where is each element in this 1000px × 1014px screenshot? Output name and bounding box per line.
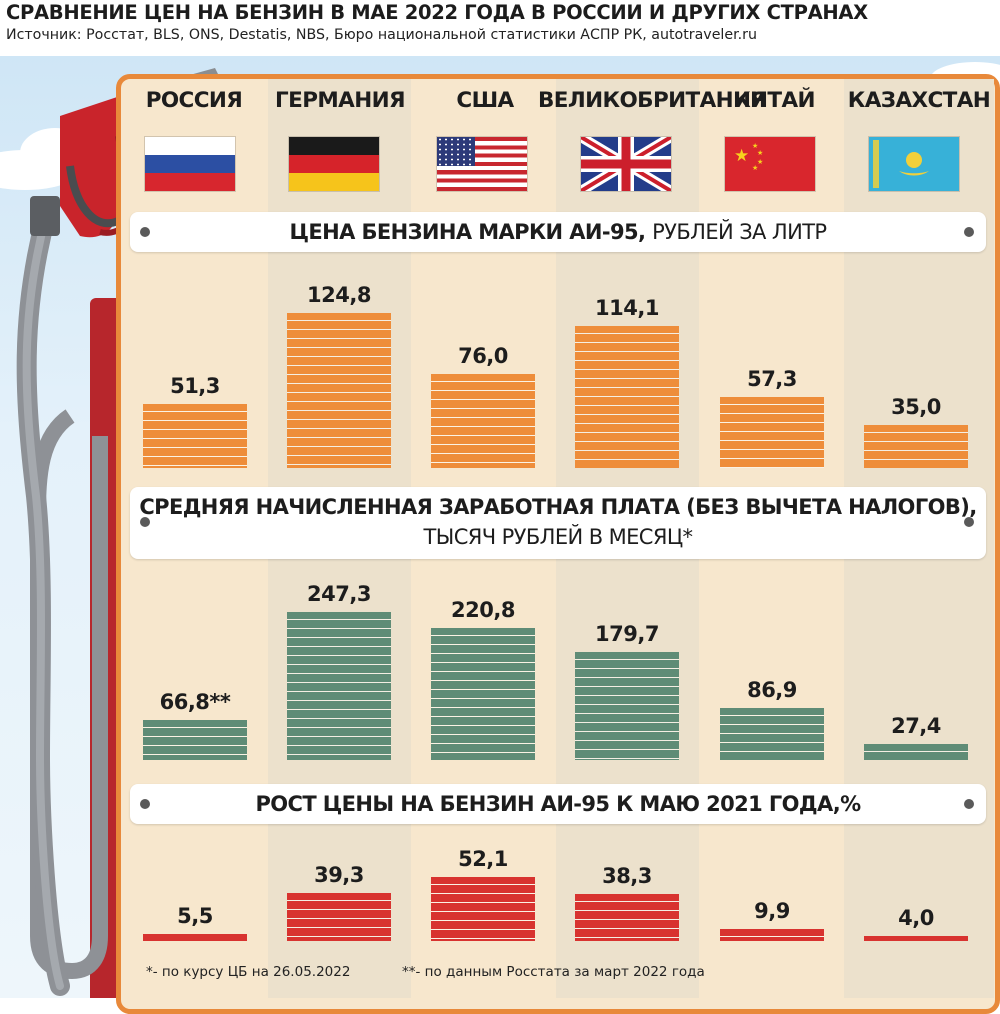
salary-bar [431, 627, 535, 760]
price-bar [720, 396, 824, 468]
price-bar-label: 57,3 [747, 366, 797, 391]
salary-bar-label: 86,9 [747, 677, 797, 702]
country-label: КАЗАХСТАН [847, 88, 991, 113]
svg-text:★: ★ [734, 146, 749, 166]
country-label: КИТАЙ [733, 88, 815, 113]
section-title-price-unit: РУБЛЕЙ ЗА ЛИТР [652, 220, 827, 244]
svg-text:★: ★ [757, 149, 763, 157]
russia-flag-icon [145, 137, 235, 191]
banner-dot [140, 517, 150, 527]
svg-text:★: ★ [752, 142, 758, 150]
usa-flag-icon [437, 137, 527, 191]
section-banner-growth: РОСТ ЦЕНЫ НА БЕНЗИН АИ-95 К МАЮ 2021 ГОД… [130, 784, 986, 824]
country-label: США [456, 88, 514, 113]
source-line: Источник: Росстат, BLS, ONS, Destatis, N… [6, 27, 757, 43]
svg-text:★: ★ [757, 158, 763, 166]
growth-bar [287, 892, 391, 941]
section-title-price: ЦЕНА БЕНЗИНА МАРКИ АИ-95, РУБЛЕЙ ЗА ЛИТР [130, 220, 986, 244]
salary-bar-label: 247,3 [307, 582, 371, 606]
footnotes: *- по курсу ЦБ на 26.05.2022 [146, 964, 350, 980]
growth-bar [864, 936, 968, 941]
price-bar-label: 124,8 [307, 283, 371, 307]
country-label: РОССИЯ [145, 88, 243, 113]
uk-flag-icon [581, 137, 671, 191]
germany-flag-icon [289, 137, 379, 191]
china-flag-icon: ★ ★ ★ ★ ★ [725, 137, 815, 191]
growth-bar-label: 9,9 [754, 898, 790, 923]
salary-bar [287, 612, 391, 760]
header: СРАВНЕНИЕ ЦЕН НА БЕНЗИН В МАЕ 2022 ГОДА … [0, 0, 1000, 56]
footnote-2: **- по данным Росстата за март 2022 года [402, 964, 705, 980]
section-title-salary: СРЕДНЯЯ НАЧИСЛЕННАЯ ЗАРАБОТНАЯ ПЛАТА (БЕ… [139, 495, 977, 519]
growth-bar-label: 5,5 [177, 904, 213, 929]
growth-bar [431, 877, 535, 941]
section-title-growth: РОСТ ЦЕНЫ НА БЕНЗИН АИ-95 К МАЮ 2021 ГОД… [255, 792, 861, 816]
growth-bar-label: 4,0 [898, 906, 934, 930]
price-bar-label: 114,1 [595, 296, 659, 321]
banner-dot [140, 227, 150, 237]
banner-dot [964, 517, 974, 527]
banner-dot [964, 799, 974, 809]
page-title: СРАВНЕНИЕ ЦЕН НА БЕНЗИН В МАЕ 2022 ГОДА … [6, 1, 868, 24]
salary-bar-label: 220,8 [451, 597, 515, 622]
growth-bar [575, 893, 679, 941]
footnotes: **- по данным Росстата за март 2022 года [402, 964, 705, 980]
section-banner-salary: СРЕДНЯЯ НАЧИСЛЕННАЯ ЗАРАБОТНАЯ ПЛАТА (БЕ… [130, 487, 986, 559]
salary-bar [720, 707, 824, 760]
growth-bar [143, 934, 247, 941]
footnote-1: *- по курсу ЦБ на 26.05.2022 [146, 964, 351, 980]
svg-text:★: ★ [752, 164, 758, 172]
salary-bar [864, 743, 968, 760]
section-banner-price: ЦЕНА БЕНЗИНА МАРКИ АИ-95, РУБЛЕЙ ЗА ЛИТР [130, 212, 986, 252]
growth-bar [720, 928, 824, 941]
banner-dot [964, 227, 974, 237]
growth-bar-label: 39,3 [314, 862, 364, 887]
price-bar-label: 51,3 [170, 374, 220, 399]
salary-bar-label: 179,7 [595, 622, 659, 647]
price-bar [431, 373, 535, 468]
country-label: ГЕРМАНИЯ [275, 88, 406, 113]
country-label: ВЕЛИКОБРИТАНИЯ [538, 88, 767, 113]
salary-bar-label: 27,4 [891, 713, 941, 738]
salary-bar [143, 720, 247, 760]
price-bar-label: 76,0 [458, 343, 508, 368]
banner-dot [140, 799, 150, 809]
salary-bar [575, 652, 679, 760]
growth-bar-label: 38,3 [602, 863, 652, 888]
price-bar-label: 35,0 [891, 394, 941, 419]
price-bar [143, 404, 247, 468]
price-bar [864, 424, 968, 468]
price-bar [287, 313, 391, 468]
growth-bar-label: 52,1 [458, 847, 508, 871]
section-title-salary-unit: ТЫСЯЧ РУБЛЕЙ В МЕСЯЦ* [423, 525, 694, 549]
section-title-price-main: ЦЕНА БЕНЗИНА МАРКИ АИ-95, [289, 220, 646, 244]
price-bar [575, 326, 679, 468]
kazakhstan-flag-icon [869, 137, 959, 191]
salary-bar-label: 66,8** [159, 690, 231, 715]
